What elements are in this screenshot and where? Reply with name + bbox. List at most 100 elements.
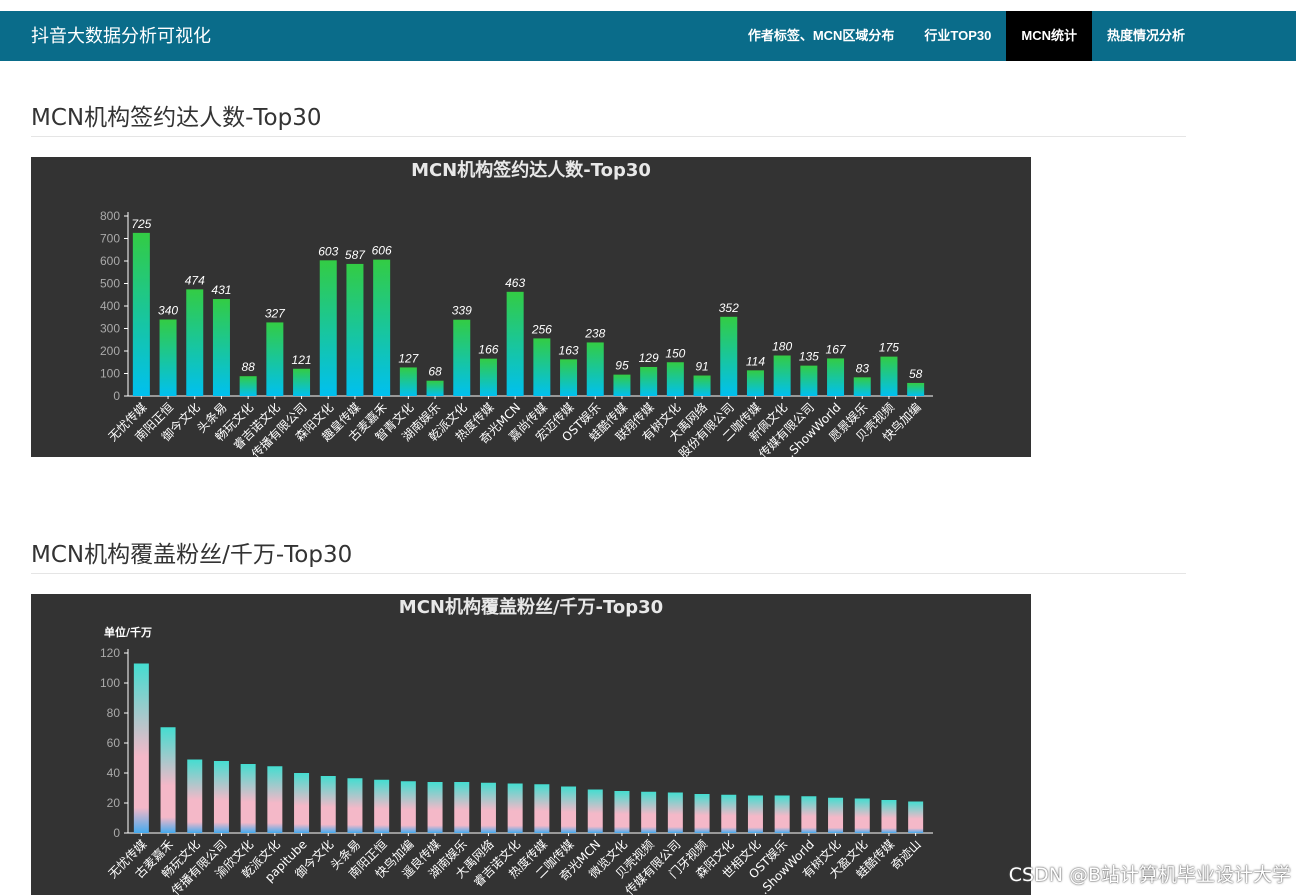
navbar: 抖音大数据分析可视化 作者标签、MCN区域分布 行业TOP30 MCN统计 热度… (0, 11, 1296, 61)
y-tick-label: 600 (100, 254, 120, 268)
bar-value-label: 163 (559, 343, 579, 357)
bar[interactable] (346, 263, 364, 396)
bar[interactable] (746, 370, 764, 396)
y-tick-label: 400 (100, 299, 120, 313)
bar[interactable] (587, 789, 603, 834)
bar[interactable] (801, 796, 817, 833)
bar[interactable] (881, 800, 897, 833)
bar[interactable] (266, 322, 284, 396)
y-tick-label: 80 (107, 706, 121, 720)
bar-value-label: 474 (185, 273, 205, 287)
bar[interactable] (908, 801, 924, 834)
bar[interactable] (426, 380, 444, 396)
bar[interactable] (294, 773, 310, 833)
bar[interactable] (213, 761, 229, 833)
bar[interactable] (132, 232, 150, 396)
bar[interactable] (533, 338, 551, 396)
bar-value-label: 135 (799, 350, 819, 364)
y-tick-label: 0 (113, 826, 120, 840)
bar[interactable] (720, 316, 738, 396)
bar-value-label: 127 (398, 351, 419, 365)
bar[interactable] (666, 362, 684, 396)
nav-item-mcn-stats[interactable]: MCN统计 (1006, 11, 1092, 61)
section-heading-mcn-fans: MCN机构覆盖粉丝/千万-Top30 (31, 542, 353, 568)
bar[interactable] (347, 778, 363, 833)
bar[interactable] (186, 289, 204, 396)
bar[interactable] (507, 783, 523, 834)
bar-value-label: 725 (131, 217, 151, 231)
bar[interactable] (907, 382, 925, 396)
bar[interactable] (854, 798, 870, 834)
bar[interactable] (586, 342, 604, 396)
bar-value-label: 587 (345, 248, 366, 262)
bar[interactable] (480, 782, 496, 833)
bar[interactable] (319, 260, 337, 396)
bar-value-label: 91 (695, 360, 708, 374)
bar-value-label: 327 (265, 306, 286, 320)
bar[interactable] (800, 365, 818, 396)
bar[interactable] (614, 791, 630, 833)
section-heading-mcn-signed: MCN机构签约达人数-Top30 (31, 105, 322, 131)
bar[interactable] (694, 794, 710, 833)
bar[interactable] (399, 367, 417, 396)
bar[interactable] (400, 781, 416, 833)
bar[interactable] (212, 299, 230, 396)
nav-item-author-tags[interactable]: 作者标签、MCN区域分布 (747, 28, 895, 43)
bar[interactable] (240, 764, 256, 833)
bar-value-label: 68 (428, 365, 442, 379)
app-title[interactable]: 抖音大数据分析可视化 (31, 26, 211, 46)
bar[interactable] (159, 319, 177, 397)
y-tick-label: 20 (107, 796, 121, 810)
bar[interactable] (320, 776, 336, 833)
bar[interactable] (454, 782, 470, 833)
bar-value-label: 463 (505, 276, 525, 290)
y-tick-label: 200 (100, 344, 120, 358)
bar-value-label: 58 (909, 367, 923, 381)
chart-title: MCN机构覆盖粉丝/千万-Top30 (399, 596, 663, 618)
bar[interactable] (293, 368, 311, 396)
bar[interactable] (160, 727, 176, 833)
bar-value-label: 340 (158, 304, 178, 318)
bar[interactable] (453, 319, 471, 396)
bar[interactable] (479, 358, 497, 396)
bar-value-label: 167 (826, 342, 847, 356)
y-tick-label: 700 (100, 232, 120, 246)
bar[interactable] (853, 377, 871, 396)
section-divider (31, 136, 1186, 137)
bar-value-label: 88 (241, 360, 255, 374)
bar[interactable] (773, 355, 791, 397)
bar[interactable] (880, 356, 898, 396)
section-divider (31, 573, 1186, 574)
bar[interactable] (427, 782, 443, 833)
bar[interactable] (828, 797, 844, 833)
bar-value-label: 95 (615, 359, 629, 373)
bar[interactable] (373, 259, 391, 396)
bar[interactable] (133, 663, 149, 834)
bar[interactable] (187, 759, 203, 834)
bar[interactable] (641, 791, 657, 833)
top-strip (0, 0, 1296, 11)
bar[interactable] (613, 374, 631, 396)
bar[interactable] (693, 375, 711, 396)
bar[interactable] (721, 794, 737, 833)
bar[interactable] (374, 779, 390, 833)
bar[interactable] (560, 359, 578, 396)
bar[interactable] (640, 366, 658, 396)
bar-value-label: 166 (478, 343, 498, 357)
nav-item-heat-analysis[interactable]: 热度情况分析 (1106, 28, 1185, 43)
bar[interactable] (667, 792, 683, 834)
bar[interactable] (239, 376, 257, 396)
chart-mcn-signed-svg: MCN机构签约达人数-Top30 0 100 200 300 400 500 600 700 80… (100, 159, 933, 457)
y-tick-label: 500 (100, 277, 120, 291)
bar[interactable] (827, 358, 845, 396)
bar[interactable] (774, 795, 790, 834)
bar[interactable] (561, 786, 577, 834)
bar-value-label: 114 (746, 354, 765, 368)
bar-value-label: 83 (856, 361, 870, 375)
chart-unit-label: 单位/千万 (104, 625, 152, 639)
bar[interactable] (267, 766, 283, 833)
bar[interactable] (534, 784, 550, 833)
bar[interactable] (747, 795, 763, 834)
bar[interactable] (506, 291, 524, 396)
nav-item-industry-top30[interactable]: 行业TOP30 (924, 28, 992, 43)
